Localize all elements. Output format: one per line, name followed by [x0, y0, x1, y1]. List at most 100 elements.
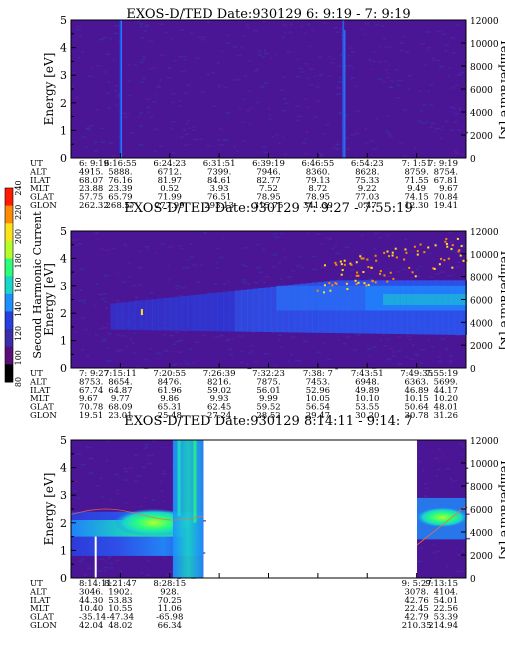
spectrogram-marker [94, 536, 97, 578]
orbit-value: 10.15 [404, 394, 428, 404]
temperature-point [340, 273, 343, 276]
orbit-value: 8759. [404, 167, 428, 177]
orbit-value: 262.32 [79, 201, 109, 211]
temperature-point [391, 254, 394, 257]
y2-tick-label: 0 [470, 575, 476, 585]
orbit-value: 11.06 [158, 604, 182, 614]
y-tick-label: 3 [60, 280, 67, 293]
orbit-row-label: UT [30, 369, 43, 379]
orbit-value: 928. [160, 587, 179, 597]
temperature-point [341, 269, 344, 272]
temperature-point [343, 259, 346, 262]
temperature-point [323, 264, 326, 267]
temperature-point [443, 259, 446, 262]
temperature-point [462, 259, 465, 262]
temperature-point [334, 282, 337, 285]
temperature-point [457, 250, 460, 253]
temperature-point [403, 258, 406, 261]
orbit-value: 7453. [306, 377, 330, 387]
temperature-point [334, 261, 337, 264]
panel-title: EXOS-D/TED Date:930129 6: 9:19 - 7: 9:19 [126, 7, 410, 22]
y-tick-label: 2 [60, 517, 67, 530]
temperature-point [445, 242, 448, 245]
temperature-point [363, 282, 366, 285]
temperature-point [423, 251, 426, 254]
y-tick-label: 4 [60, 42, 67, 55]
orbit-value: 1902. [108, 587, 132, 597]
orbit-value: 6:16:55 [104, 159, 137, 169]
orbit-value: 66.34 [158, 621, 182, 631]
orbit-value: 7: 9:19 [428, 159, 458, 169]
spectrogram-column [193, 440, 197, 523]
orbit-value: 62.45 [207, 403, 231, 413]
spectrogram-panel: EXOS-D/TED Date:930129 6: 9:19 - 7: 9:19… [29, 7, 505, 211]
temperature-point [394, 247, 397, 250]
orbit-value: 71.99 [158, 193, 182, 203]
orbit-value: 44.30 [79, 596, 103, 606]
orbit-value: 9: 5:27 [402, 579, 432, 589]
y2-tick-label: 4000 [470, 529, 493, 539]
orbit-row-label: GLAT [30, 193, 54, 203]
temperature-point [357, 281, 360, 284]
orbit-value: 9.77 [111, 394, 130, 404]
colorbar-frame [4, 187, 14, 383]
y2-tick-label: 0 [470, 155, 476, 165]
orbit-value: 8360. [306, 167, 330, 177]
temperature-point [356, 271, 359, 274]
temperature-point [374, 254, 377, 257]
orbit-value: 8654. [108, 377, 132, 387]
temperature-point [419, 243, 422, 246]
orbit-value: 6:31:51 [203, 159, 236, 169]
temperature-point [416, 253, 419, 256]
orbit-value: 10.55 [108, 604, 132, 614]
orbit-value: 6: 9:19 [79, 159, 109, 169]
colorbar-tick-label: 220 [14, 205, 23, 220]
y2-tick-label: 2000 [470, 132, 493, 142]
colorbar-tick-label: 100 [14, 350, 23, 365]
orbit-value: 9.99 [259, 394, 278, 404]
y-axis-label: Energy [eV] [42, 473, 56, 546]
orbit-row-label: GLON [30, 201, 57, 211]
temperature-point [346, 287, 349, 290]
colorbar-swatch [5, 188, 13, 207]
orbit-row-label: UT [30, 159, 43, 169]
orbit-value: 10.20 [434, 394, 458, 404]
orbit-value: 9.67 [79, 394, 98, 404]
y2-tick-label: 8000 [470, 483, 493, 493]
colorbar-tick-label: 180 [14, 253, 23, 268]
orbit-value: 42.79 [404, 613, 428, 623]
y2-tick-label: 10000 [470, 460, 499, 470]
colorbar-swatch [5, 346, 13, 365]
temperature-point [465, 259, 468, 262]
orbit-value: 22.45 [404, 604, 428, 614]
orbit-value: 3.93 [210, 184, 229, 194]
orbit-value: 7: 9:27 [79, 369, 109, 379]
temperature-point [433, 267, 436, 270]
orbit-value: 4104. [434, 587, 458, 597]
temperature-point [349, 262, 352, 265]
y2-tick-label: 12000 [470, 17, 499, 27]
y2-tick-label: 12000 [470, 437, 499, 447]
orbit-value: 31.26 [434, 411, 458, 421]
orbit-value: 0.47 [358, 201, 377, 211]
temperature-point [388, 255, 391, 258]
orbit-value: 23.39 [108, 184, 132, 194]
colorbar-swatch [5, 205, 13, 224]
orbit-value: 3046. [79, 587, 103, 597]
temperature-point [432, 267, 435, 270]
orbit-value: 56.54 [306, 403, 330, 413]
orbit-value: 3078. [404, 587, 428, 597]
temperature-point [440, 257, 443, 260]
y2-tick-label: 10000 [470, 251, 499, 261]
y2-tick-label: 0 [470, 365, 476, 375]
y-tick-label: 0 [60, 572, 67, 585]
temperature-point [383, 251, 386, 254]
temperature-point [445, 237, 448, 240]
temperature-point [345, 282, 348, 285]
y-tick-label: 5 [60, 225, 67, 238]
y2-tick-label: 6000 [470, 506, 493, 516]
orbit-value: 210.35 [402, 621, 432, 631]
y2-tick-label: 10000 [470, 40, 499, 50]
temperature-point [316, 289, 319, 292]
y2-tick-label: 8000 [470, 63, 493, 73]
